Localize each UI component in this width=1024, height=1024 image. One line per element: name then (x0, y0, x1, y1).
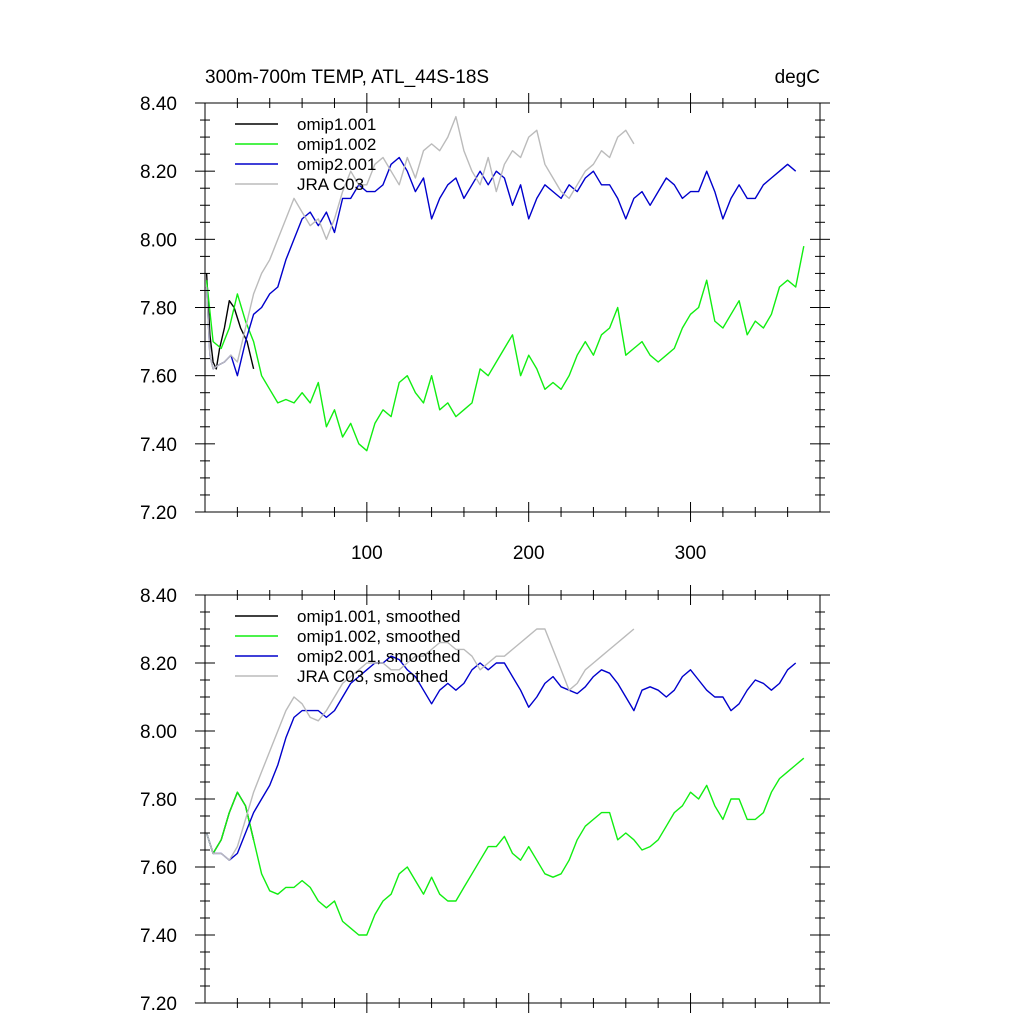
series-lines (205, 628, 805, 936)
legend-label: JRA C03 (297, 175, 364, 194)
series-line-0 (205, 791, 255, 855)
x-tick-label: 100 (351, 543, 383, 564)
legend-label: omip1.001 (297, 115, 376, 134)
y-tick-label: 7.40 (140, 926, 177, 947)
y-tick-label: 7.80 (140, 299, 177, 320)
y-tick-label: 8.00 (140, 722, 177, 743)
x-tick-label: 300 (675, 543, 707, 564)
y-tick-label: 8.40 (140, 586, 177, 607)
y-tick-label: 7.80 (140, 790, 177, 811)
legend-label: JRA C03, smoothed (297, 667, 448, 686)
series-line-3 (205, 628, 635, 861)
series-line-2 (205, 655, 797, 861)
legend-label: omip1.002, smoothed (297, 627, 461, 646)
y-tick-label: 7.60 (140, 858, 177, 879)
series-line-0 (205, 273, 255, 370)
y-tick-label: 7.40 (140, 435, 177, 456)
legend-label: omip2.001 (297, 155, 376, 174)
y-tick-label: 8.20 (140, 162, 177, 183)
series-line-2 (205, 156, 797, 377)
top-panel-units: degC (775, 67, 820, 88)
series-line-1 (205, 245, 805, 452)
top-panel-title: 300m-700m TEMP, ATL_44S-18S (205, 67, 489, 88)
top-panel: 300m-700m TEMP, ATL_44S-18S degC 7.20 7.4… (140, 67, 830, 564)
legend-label: omip1.001, smoothed (297, 607, 461, 626)
y-tick-label: 7.60 (140, 367, 177, 388)
series-line-3 (205, 115, 635, 370)
legend-label: omip1.002 (297, 135, 376, 154)
y-tick-label: 8.40 (140, 94, 177, 115)
y-tick-label: 7.20 (140, 994, 177, 1015)
bottom-panel: 7.20 7.40 7.60 7.80 8.00 8.20 8.40 omip1.001, s… (140, 585, 830, 1015)
y-tick-label: 8.20 (140, 654, 177, 675)
x-tick-label: 200 (513, 543, 545, 564)
y-tick-label: 8.00 (140, 230, 177, 251)
series-lines (205, 115, 805, 452)
legend-label: omip2.001, smoothed (297, 647, 461, 666)
series-line-1 (205, 757, 805, 936)
y-tick-label: 7.20 (140, 503, 177, 524)
